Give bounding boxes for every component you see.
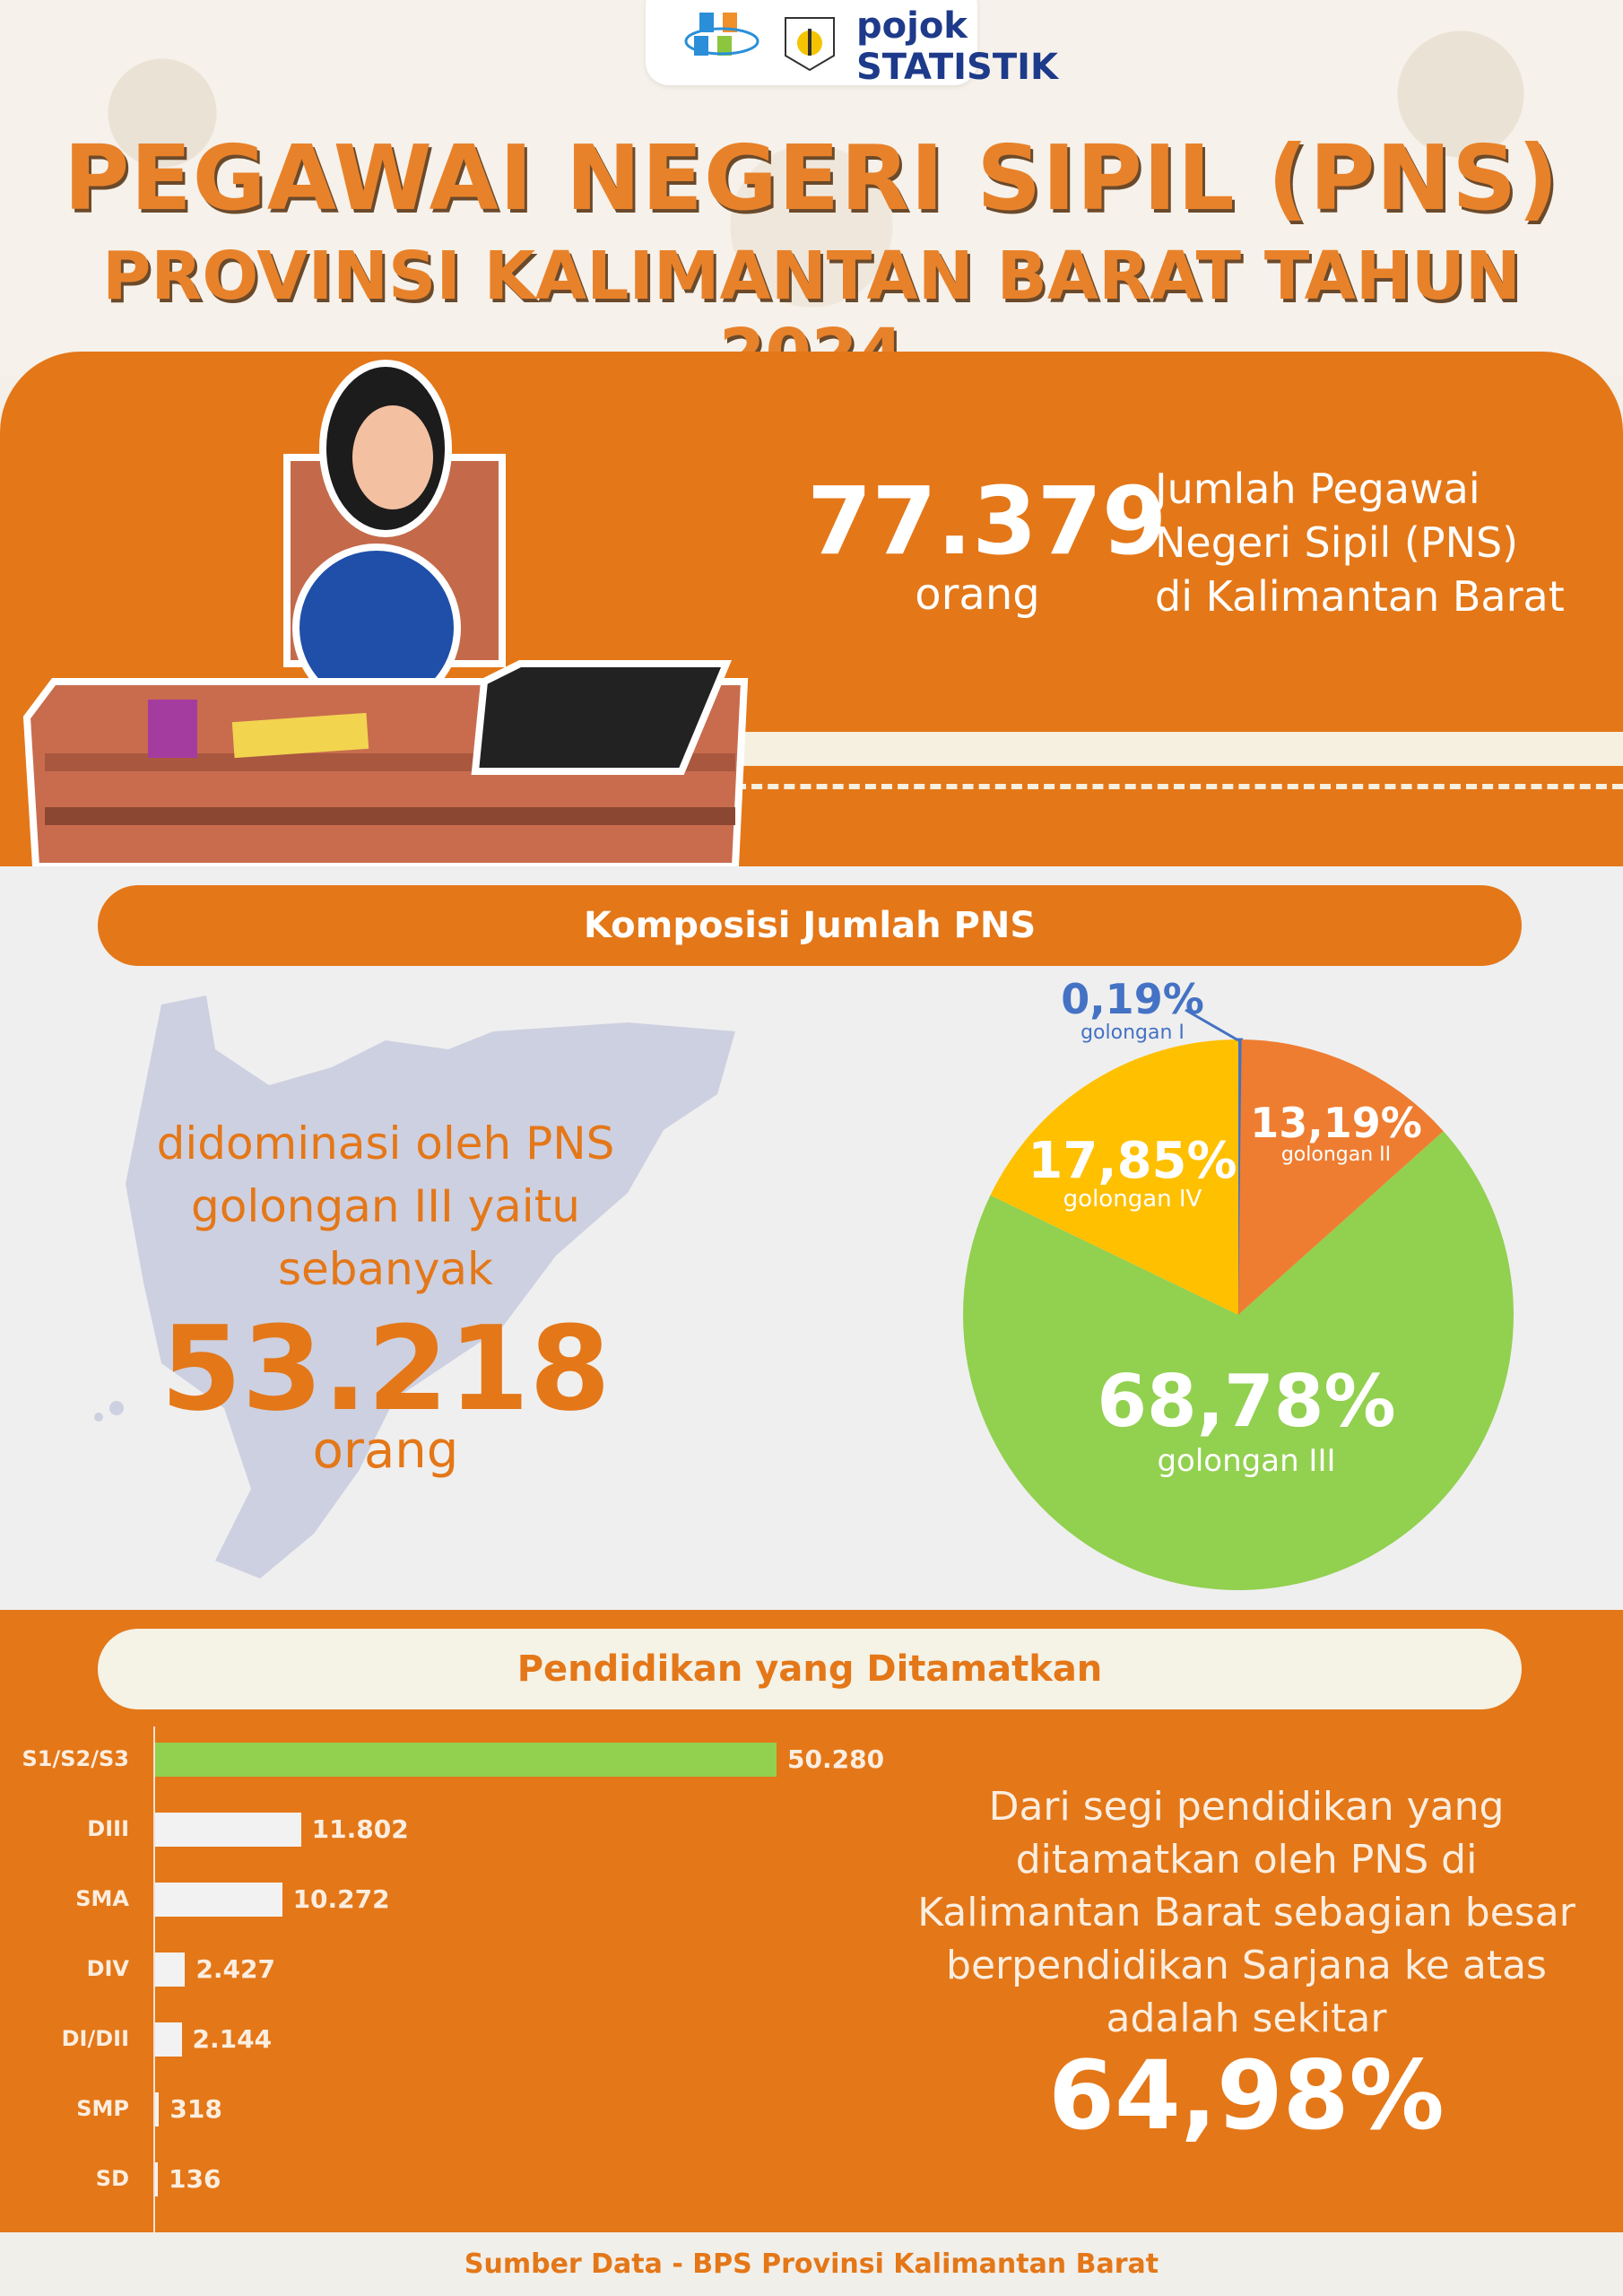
bar-category-label: S1/S2/S3 [22,1746,129,1771]
desc-line: Negeri Sipil (PNS) [1155,518,1519,567]
officer-at-desk-illustration [22,360,749,866]
text-line: sebanyak [277,1243,494,1295]
bar-value-label: 2.427 [195,1954,276,1984]
bar-value-label: 136 [169,2164,221,2194]
bar-category-label: DIII [87,1816,129,1841]
bar-SMP [155,2092,160,2126]
bar-category-label: SMP [76,2096,129,2121]
bar-value-label: 10.272 [292,1884,390,1914]
bar-value-label: 2.144 [192,2024,273,2054]
pie-percent-label: 0,19% [1061,975,1204,1023]
bar-category-label: SMA [75,1886,129,1911]
pie-percent-label: 17,85% [1028,1132,1237,1190]
untan-logo-icon [785,17,835,72]
bar-value-label: 50.280 [787,1744,885,1774]
bar-DIV [155,1952,186,1987]
pojok-logo: pojok STATISTIK [856,5,1058,88]
bar-DI/DII [155,2022,182,2057]
bar-SMA [155,1883,282,1917]
bar-DIII [155,1813,301,1847]
kalimantan-barat-map [94,996,735,1578]
sarjana-percent: 64,98% [1048,2040,1445,2151]
bar-value-label: 318 [169,2094,222,2124]
composition-heading: Komposisi Jumlah PNS [98,885,1522,966]
pie-percent-label: 13,19% [1250,1099,1422,1147]
text-line: Dari segi pendidikan yang [988,1784,1505,1830]
composition-text: didominasi oleh PNS golongan III yaitu s… [90,1112,681,1300]
pie-percent-label: 68,78% [1097,1360,1395,1443]
pie-category-label: golongan II [1281,1144,1391,1166]
education-heading: Pendidikan yang Ditamatkan [98,1629,1522,1709]
pie-slice-golongan-IV [990,1039,1238,1315]
bps-logo-icon [684,13,759,56]
golongan-i-leader-line [1185,1008,1239,1042]
bar-category-label: SD [95,2166,129,2191]
page-title: PEGAWAI NEGERI SIPIL (PNS) [64,126,1559,230]
decor-dashed-line [735,784,1623,789]
total-pns-description: Jumlah Pegawai Negeri Sipil (PNS) di Kal… [1155,462,1565,623]
bar-S1/S2/S3 [155,1743,777,1777]
decor-stripe [717,732,1623,766]
text-line: berpendidikan Sarjana ke atas [946,1943,1547,1988]
bar-category-label: DIV [86,1956,129,1981]
bar-axis [153,1726,155,2232]
pie-slice-golongan-III [962,1131,1514,1590]
desc-line: di Kalimantan Barat [1155,572,1565,621]
pie-slice-golongan-II [1238,1039,1444,1315]
pie-category-label: golongan IV [1063,1186,1202,1213]
pie-category-label: golongan III [1157,1443,1335,1479]
text-line: golongan III yaitu [190,1180,580,1232]
pie-category-label: golongan I [1081,1022,1185,1044]
text-line: didominasi oleh PNS [156,1118,615,1170]
golongan-iii-value: 53.218 [161,1300,611,1437]
education-section [0,1610,1623,2232]
golongan-iii-unit: orang [312,1422,459,1480]
total-pns-value: 77.379 [807,466,1167,576]
bar-value-label: 11.802 [311,1814,409,1844]
education-text: Dari segi pendidikan yang ditamatkan ole… [879,1780,1614,2045]
bar-SD [155,2162,158,2196]
text-line: ditamatkan oleh PNS di [1015,1837,1478,1883]
text-line: adalah sekitar [1106,1996,1387,2041]
total-pns-unit: orang [915,570,1040,620]
logo-bar: pojok STATISTIK [646,0,1058,88]
source-footer: Sumber Data - BPS Provinsi Kalimantan Ba… [0,2232,1623,2296]
desc-line: Jumlah Pegawai [1155,465,1480,513]
text-line: Kalimantan Barat sebagian besar [917,1890,1575,1935]
bar-category-label: DI/DII [61,2026,129,2051]
